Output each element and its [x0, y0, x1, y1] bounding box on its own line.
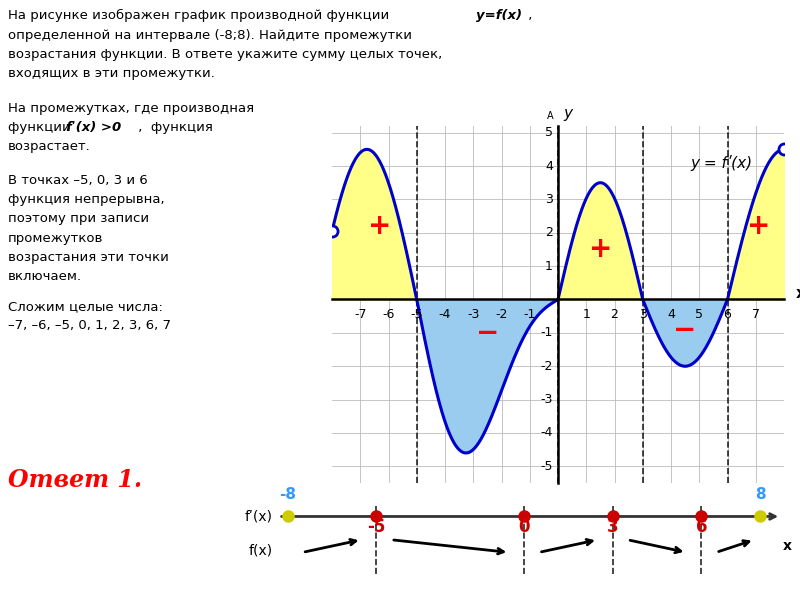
Text: функция непрерывна,: функция непрерывна, — [8, 193, 165, 206]
Text: -5: -5 — [410, 308, 423, 321]
Text: −: − — [674, 316, 697, 344]
Text: y = fʹ(x): y = fʹ(x) — [690, 155, 753, 171]
Text: На рисунке изображен график производной функции: На рисунке изображен график производной … — [8, 9, 398, 22]
Text: y: y — [563, 106, 572, 121]
Text: +: + — [589, 235, 612, 263]
Text: –7, –6, –5, 0, 1, 2, 3, 6, 7: –7, –6, –5, 0, 1, 2, 3, 6, 7 — [8, 319, 171, 332]
Text: -5: -5 — [367, 517, 386, 535]
Text: -3: -3 — [541, 393, 553, 406]
Text: -4: -4 — [541, 427, 553, 439]
Text: fʹ(x) >0: fʹ(x) >0 — [66, 121, 121, 134]
Text: −: − — [476, 319, 499, 347]
Text: 2: 2 — [545, 226, 553, 239]
Text: 4: 4 — [667, 308, 675, 321]
Text: -1: -1 — [541, 326, 553, 340]
Text: 5: 5 — [545, 126, 553, 139]
Text: поэтому при записи: поэтому при записи — [8, 212, 149, 226]
Text: x: x — [782, 539, 791, 553]
Text: y=f(x): y=f(x) — [476, 9, 522, 22]
Text: 4: 4 — [545, 160, 553, 173]
Text: На промежутках, где производная: На промежутках, где производная — [8, 102, 254, 115]
Text: 0: 0 — [518, 517, 530, 535]
Text: fʹ(x): fʹ(x) — [245, 509, 273, 523]
Text: 3: 3 — [607, 517, 618, 535]
Text: 3: 3 — [545, 193, 553, 206]
Text: Сложим целые числа:: Сложим целые числа: — [8, 300, 163, 313]
Text: -7: -7 — [354, 308, 366, 321]
Text: +: + — [368, 212, 392, 240]
Text: возрастания эти точки: возрастания эти точки — [8, 251, 169, 264]
Text: x: x — [795, 286, 800, 301]
Text: 5: 5 — [695, 308, 703, 321]
Text: входящих в эти промежутки.: входящих в эти промежутки. — [8, 67, 215, 80]
Text: определенной на интервале (-8;8). Найдите промежутки: определенной на интервале (-8;8). Найдит… — [8, 29, 412, 42]
Text: -1: -1 — [523, 308, 536, 321]
Text: -6: -6 — [382, 308, 394, 321]
Text: f(x): f(x) — [249, 543, 273, 557]
Text: -3: -3 — [467, 308, 479, 321]
Text: 6: 6 — [695, 517, 707, 535]
Text: Ответ 1.: Ответ 1. — [8, 468, 142, 492]
Text: ,: , — [524, 9, 532, 22]
Text: 2: 2 — [610, 308, 618, 321]
Text: 7: 7 — [752, 308, 760, 321]
Text: промежутков: промежутков — [8, 232, 103, 245]
Text: 1: 1 — [545, 260, 553, 272]
Text: -8: -8 — [279, 487, 296, 502]
Text: возрастания функции. В ответе укажите сумму целых точек,: возрастания функции. В ответе укажите су… — [8, 48, 442, 61]
Text: -2: -2 — [541, 360, 553, 373]
Text: функции: функции — [8, 121, 79, 134]
Text: ,  функция: , функция — [134, 121, 214, 134]
Text: включаем.: включаем. — [8, 270, 82, 283]
Text: -5: -5 — [541, 460, 553, 473]
Text: 6: 6 — [723, 308, 731, 321]
Text: возрастает.: возрастает. — [8, 140, 90, 154]
Text: В точках –5, 0, 3 и 6: В точках –5, 0, 3 и 6 — [8, 174, 148, 187]
Text: 8: 8 — [755, 487, 766, 502]
Text: A: A — [547, 111, 554, 121]
Text: -2: -2 — [495, 308, 508, 321]
Text: +: + — [747, 212, 770, 240]
Text: 1: 1 — [582, 308, 590, 321]
Text: -4: -4 — [439, 308, 451, 321]
Text: 3: 3 — [639, 308, 646, 321]
